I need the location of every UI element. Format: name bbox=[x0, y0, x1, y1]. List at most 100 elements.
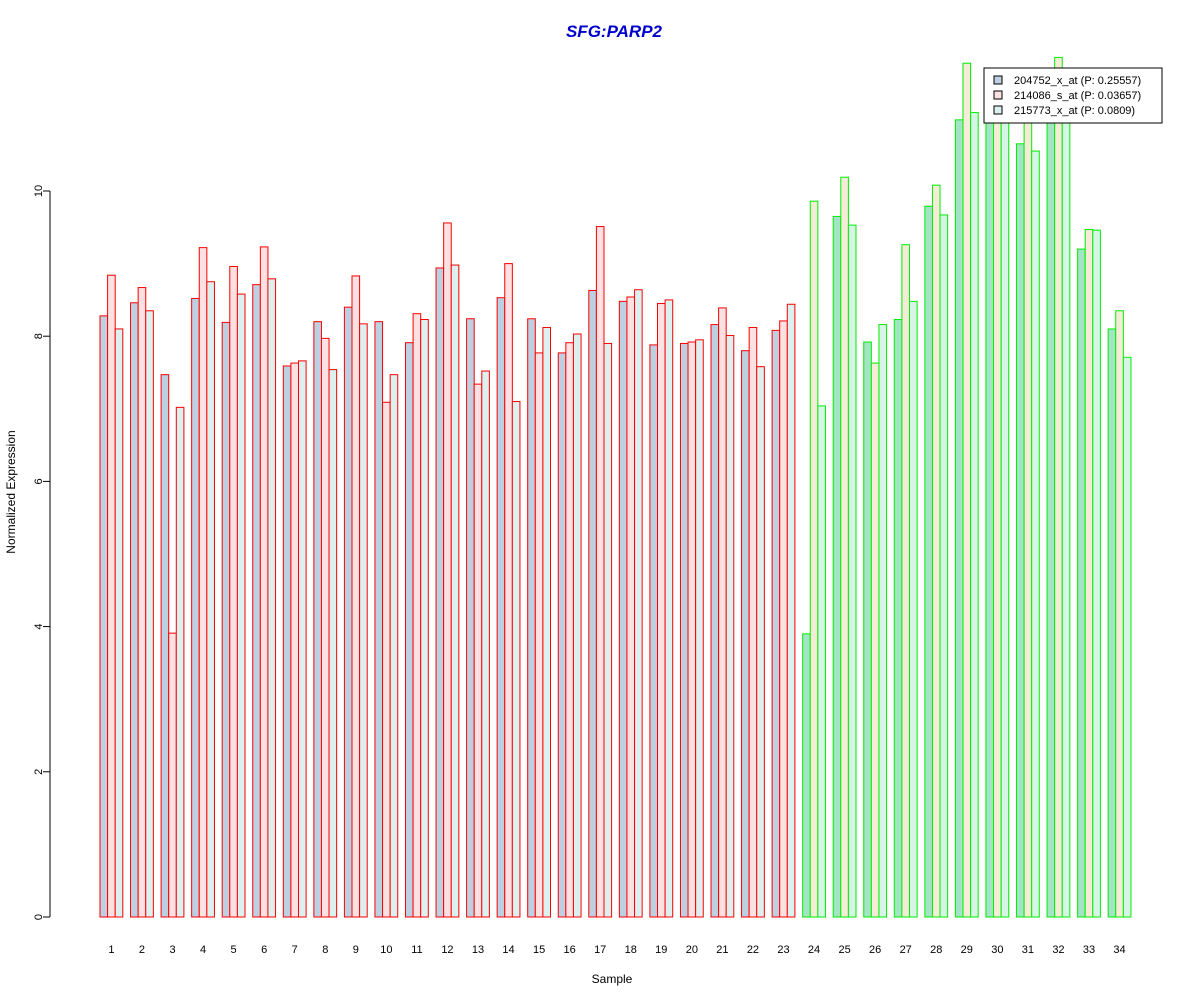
y-tick-label: 6 bbox=[33, 478, 45, 484]
bar-sample-32-series-3 bbox=[1061, 81, 1071, 918]
bar-sample-8-series-2 bbox=[320, 337, 330, 918]
bar-sample-16-series-3 bbox=[572, 333, 582, 918]
bar-sample-29-series-1 bbox=[954, 119, 964, 918]
x-tick-label-3: 3 bbox=[169, 944, 175, 956]
bar-sample-15-series-3 bbox=[542, 326, 552, 918]
bar-sample-17-series-2 bbox=[595, 226, 605, 918]
bar-sample-7-series-1 bbox=[282, 365, 292, 918]
bar-sample-17-series-3 bbox=[603, 342, 613, 918]
bar-sample-22-series-2 bbox=[748, 326, 758, 918]
bar-sample-5-series-1 bbox=[221, 321, 231, 918]
bar-sample-3-series-3 bbox=[175, 406, 185, 918]
bar-sample-18-series-2 bbox=[626, 296, 636, 918]
bar-sample-19-series-3 bbox=[664, 299, 674, 918]
bar-sample-28-series-1 bbox=[924, 205, 933, 918]
bar-sample-34-series-3 bbox=[1122, 356, 1132, 918]
y-tick-label: 2 bbox=[33, 769, 45, 775]
bar-sample-19-series-2 bbox=[657, 303, 666, 918]
x-tick-label-12: 12 bbox=[441, 944, 453, 956]
bar-sample-20-series-1 bbox=[679, 342, 689, 918]
bar-sample-24-series-1 bbox=[802, 633, 811, 918]
bar-sample-25-series-2 bbox=[840, 176, 849, 918]
bar-sample-31-series-2 bbox=[1023, 70, 1033, 918]
bar-sample-6-series-3 bbox=[267, 278, 277, 918]
bar-sample-27-series-1 bbox=[893, 319, 903, 918]
x-tick-label-1: 1 bbox=[108, 944, 114, 956]
bar-sample-32-series-2 bbox=[1054, 56, 1063, 918]
bar-sample-9-series-1 bbox=[343, 306, 353, 918]
bar-sample-11-series-3 bbox=[420, 319, 429, 918]
legend: 204752_x_at (P: 0.25557) 214086_s_at (P: … bbox=[983, 67, 1163, 124]
bar-sample-13-series-2 bbox=[473, 383, 483, 918]
bar-sample-22-series-1 bbox=[741, 350, 750, 918]
bar-sample-18-series-3 bbox=[634, 289, 643, 918]
bar-sample-5-series-2 bbox=[229, 266, 238, 918]
bar-sample-28-series-3 bbox=[939, 214, 949, 918]
x-tick-label-6: 6 bbox=[261, 944, 267, 956]
y-axis: 0 2 4 6 8 10 bbox=[33, 185, 51, 920]
bar-sample-30-series-1 bbox=[985, 104, 995, 918]
bar-sample-20-series-3 bbox=[695, 339, 704, 918]
bar-sample-15-series-2 bbox=[534, 352, 544, 918]
bar-sample-8-series-1 bbox=[313, 321, 322, 918]
bar-sample-25-series-3 bbox=[847, 224, 857, 918]
bar-sample-14-series-3 bbox=[511, 401, 521, 918]
bar-sample-10-series-1 bbox=[374, 321, 384, 918]
bar-sample-18-series-1 bbox=[618, 300, 628, 918]
x-tick-label-29: 29 bbox=[961, 944, 973, 956]
x-tick-label-20: 20 bbox=[686, 944, 698, 956]
bar-sample-4-series-1 bbox=[191, 297, 200, 918]
x-tick-label-23: 23 bbox=[777, 944, 789, 956]
bar-sample-30-series-2 bbox=[993, 88, 1002, 918]
bar-sample-16-series-1 bbox=[557, 352, 567, 918]
x-tick-label-4: 4 bbox=[200, 944, 206, 956]
bar-sample-33-series-2 bbox=[1084, 228, 1094, 918]
bar-sample-11-series-2 bbox=[412, 313, 422, 918]
bar-sample-12-series-2 bbox=[443, 222, 452, 918]
bar-sample-22-series-3 bbox=[756, 366, 765, 918]
bar-sample-27-series-2 bbox=[901, 244, 911, 918]
legend-swatch-2 bbox=[993, 90, 1003, 100]
x-tick-label-15: 15 bbox=[533, 944, 545, 956]
x-tick-label-14: 14 bbox=[502, 944, 514, 956]
bars-group bbox=[99, 56, 1132, 918]
x-tick-label-22: 22 bbox=[747, 944, 759, 956]
bar-sample-34-series-1 bbox=[1107, 328, 1117, 918]
x-tick-label-24: 24 bbox=[808, 944, 820, 956]
bar-sample-31-series-3 bbox=[1031, 150, 1040, 918]
bar-sample-29-series-2 bbox=[962, 62, 972, 918]
bar-sample-29-series-3 bbox=[970, 112, 979, 918]
x-tick-label-8: 8 bbox=[322, 944, 328, 956]
bar-sample-1-series-3 bbox=[114, 328, 124, 918]
x-tick-label-19: 19 bbox=[655, 944, 667, 956]
x-tick-label-28: 28 bbox=[930, 944, 942, 956]
bar-sample-31-series-1 bbox=[1016, 143, 1025, 918]
bar-sample-26-series-3 bbox=[878, 324, 888, 918]
x-tick-label-33: 33 bbox=[1083, 944, 1095, 956]
legend-label-3: 215773_x_at (P: 0.0809) bbox=[1014, 105, 1135, 117]
bar-sample-20-series-2 bbox=[687, 341, 697, 918]
x-tick-label-30: 30 bbox=[991, 944, 1003, 956]
bar-sample-19-series-1 bbox=[649, 344, 659, 918]
bar-sample-10-series-2 bbox=[382, 401, 391, 918]
y-tick-label: 0 bbox=[33, 914, 45, 920]
bar-sample-33-series-1 bbox=[1077, 248, 1086, 918]
bar-sample-7-series-3 bbox=[298, 360, 307, 918]
bar-sample-33-series-3 bbox=[1092, 229, 1101, 918]
bar-sample-5-series-3 bbox=[236, 293, 246, 918]
x-tick-label-7: 7 bbox=[292, 944, 298, 956]
bar-sample-16-series-2 bbox=[565, 342, 574, 918]
bar-sample-4-series-3 bbox=[206, 281, 215, 918]
bar-sample-21-series-2 bbox=[718, 307, 727, 918]
x-tick-label-5: 5 bbox=[231, 944, 237, 956]
bar-sample-17-series-1 bbox=[588, 289, 597, 918]
x-tick-label-9: 9 bbox=[353, 944, 359, 956]
x-tick-label-17: 17 bbox=[594, 944, 606, 956]
bar-sample-30-series-3 bbox=[1000, 110, 1010, 918]
bar-sample-6-series-1 bbox=[252, 284, 261, 918]
bar-sample-25-series-1 bbox=[832, 215, 842, 918]
x-tick-label-27: 27 bbox=[900, 944, 912, 956]
bar-sample-24-series-2 bbox=[809, 200, 819, 918]
legend-box bbox=[983, 67, 1163, 124]
